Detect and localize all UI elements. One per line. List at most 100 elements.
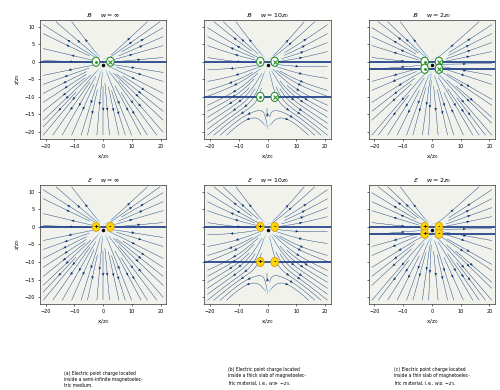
FancyArrowPatch shape [72, 55, 74, 57]
FancyArrowPatch shape [402, 98, 404, 100]
Text: +: + [422, 231, 427, 236]
FancyArrowPatch shape [451, 44, 454, 47]
FancyArrowPatch shape [65, 86, 67, 88]
FancyArrowPatch shape [401, 231, 404, 233]
FancyArrowPatch shape [296, 89, 299, 90]
FancyArrowPatch shape [79, 103, 81, 106]
FancyArrowPatch shape [236, 226, 239, 228]
Circle shape [256, 222, 264, 231]
FancyArrowPatch shape [298, 83, 300, 85]
FancyArrowPatch shape [141, 39, 144, 41]
X-axis label: x/z$_0$: x/z$_0$ [426, 317, 438, 326]
FancyArrowPatch shape [65, 75, 68, 77]
FancyArrowPatch shape [234, 90, 235, 92]
FancyArrowPatch shape [401, 60, 404, 62]
Circle shape [271, 257, 278, 266]
FancyArrowPatch shape [138, 91, 141, 93]
Title: $\mathcal{B}$     $w = 2z_0$: $\mathcal{B}$ $w = 2z_0$ [412, 11, 452, 20]
FancyArrowPatch shape [140, 46, 142, 48]
FancyArrowPatch shape [468, 278, 470, 280]
FancyArrowPatch shape [66, 45, 69, 47]
FancyArrowPatch shape [394, 217, 396, 219]
FancyArrowPatch shape [394, 74, 396, 76]
FancyArrowPatch shape [300, 73, 302, 74]
Circle shape [256, 57, 264, 66]
FancyArrowPatch shape [464, 234, 466, 236]
FancyArrowPatch shape [72, 220, 74, 222]
FancyArrowPatch shape [118, 266, 120, 269]
Circle shape [436, 229, 442, 238]
Circle shape [271, 92, 278, 101]
FancyArrowPatch shape [467, 85, 469, 87]
FancyArrowPatch shape [106, 108, 108, 110]
FancyArrowPatch shape [462, 239, 464, 241]
FancyArrowPatch shape [394, 257, 397, 259]
FancyArrowPatch shape [401, 215, 404, 217]
FancyArrowPatch shape [467, 250, 469, 252]
Circle shape [92, 222, 100, 231]
FancyArrowPatch shape [230, 67, 233, 69]
Text: (a) Electric point charge located
inside a semi-infinite magnetoelec-
tric mediu: (a) Electric point charge located inside… [64, 371, 142, 388]
FancyArrowPatch shape [102, 273, 104, 275]
Circle shape [421, 229, 428, 238]
FancyArrowPatch shape [79, 268, 81, 271]
FancyArrowPatch shape [130, 219, 132, 221]
FancyArrowPatch shape [234, 248, 237, 250]
Circle shape [421, 57, 428, 66]
FancyArrowPatch shape [132, 67, 134, 69]
FancyArrowPatch shape [86, 204, 87, 207]
Circle shape [106, 222, 114, 231]
FancyArrowPatch shape [300, 57, 302, 59]
Title: $\mathcal{B}$     $w = 10z_0$: $\mathcal{B}$ $w = 10z_0$ [246, 11, 289, 20]
FancyArrowPatch shape [300, 51, 303, 53]
FancyArrowPatch shape [305, 98, 308, 100]
FancyArrowPatch shape [394, 52, 396, 54]
Text: +: + [94, 224, 98, 229]
FancyArrowPatch shape [300, 100, 303, 102]
FancyArrowPatch shape [290, 280, 292, 282]
Text: +: + [258, 224, 263, 229]
FancyArrowPatch shape [138, 256, 141, 259]
FancyArrowPatch shape [83, 107, 84, 110]
FancyArrowPatch shape [266, 279, 268, 281]
Text: +: + [422, 224, 427, 229]
Circle shape [271, 222, 278, 231]
FancyArrowPatch shape [298, 112, 300, 114]
FancyArrowPatch shape [398, 202, 400, 205]
Circle shape [421, 64, 428, 73]
X-axis label: x/z$_0$: x/z$_0$ [426, 152, 438, 161]
FancyArrowPatch shape [289, 208, 292, 210]
FancyArrowPatch shape [142, 253, 144, 255]
FancyArrowPatch shape [132, 77, 134, 79]
FancyArrowPatch shape [128, 38, 130, 40]
FancyArrowPatch shape [234, 203, 236, 205]
FancyArrowPatch shape [401, 225, 404, 227]
FancyArrowPatch shape [298, 248, 300, 250]
FancyArrowPatch shape [426, 268, 428, 270]
FancyArrowPatch shape [70, 61, 71, 63]
FancyArrowPatch shape [467, 56, 469, 58]
Circle shape [106, 57, 114, 66]
FancyArrowPatch shape [247, 283, 250, 285]
FancyArrowPatch shape [399, 248, 402, 250]
FancyArrowPatch shape [112, 108, 114, 111]
FancyArrowPatch shape [117, 112, 119, 114]
Circle shape [436, 64, 442, 73]
FancyArrowPatch shape [414, 204, 416, 207]
FancyArrowPatch shape [266, 113, 268, 115]
FancyArrowPatch shape [462, 275, 464, 277]
FancyArrowPatch shape [443, 103, 445, 106]
FancyArrowPatch shape [235, 54, 238, 56]
FancyArrowPatch shape [132, 111, 134, 114]
FancyArrowPatch shape [126, 273, 128, 275]
FancyArrowPatch shape [242, 204, 244, 207]
FancyArrowPatch shape [234, 38, 236, 40]
FancyArrowPatch shape [92, 111, 94, 114]
FancyArrowPatch shape [419, 109, 421, 111]
FancyArrowPatch shape [90, 101, 92, 103]
FancyArrowPatch shape [248, 112, 250, 114]
FancyArrowPatch shape [99, 268, 100, 270]
FancyArrowPatch shape [393, 245, 396, 246]
FancyArrowPatch shape [290, 115, 292, 117]
FancyArrowPatch shape [138, 238, 141, 240]
